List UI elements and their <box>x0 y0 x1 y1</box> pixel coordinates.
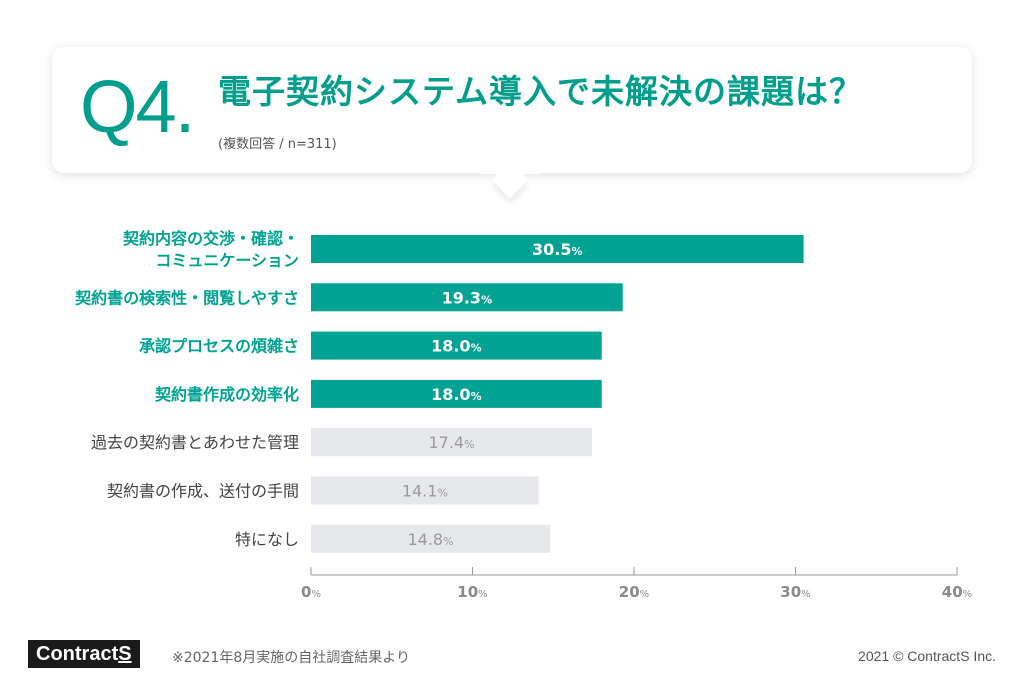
value-label-0: 30.5% <box>532 240 583 259</box>
page-title: 電子契約システム導入で未解決の課題は？ <box>218 72 864 111</box>
footer-copyright: 2021 © ContractS Inc. <box>858 648 996 664</box>
category-label-1: 契約書の検索性・閲覧しやすさ <box>74 288 299 307</box>
category-label-4: 過去の契約書とあわせた管理 <box>91 433 299 452</box>
bar-6 <box>311 524 551 553</box>
question-card <box>52 47 972 173</box>
value-label-1: 19.3% <box>442 288 493 307</box>
x-tick-label-2: 20% <box>619 583 649 601</box>
bar-2 <box>311 331 602 360</box>
category-label-6: 特になし <box>235 530 299 549</box>
category-label-3: 契約書作成の効率化 <box>154 385 299 404</box>
value-label-3: 18.0% <box>431 385 482 404</box>
x-tick-label-0: 0% <box>301 583 321 601</box>
bar-5 <box>311 476 539 505</box>
page-subtitle: (複数回答 / n=311) <box>218 137 337 152</box>
value-label-4: 17.4% <box>428 433 474 452</box>
value-label-6: 14.8% <box>407 530 453 549</box>
footer-note: ※2021年8月実施の自社調査結果より <box>172 650 410 666</box>
bar-3 <box>311 379 602 408</box>
bar-0 <box>311 235 804 263</box>
bar-chart: 契約内容の交渉・確認・コミュニケーション 30.5% 契約書の検索性・閲覧しやすさ 1… <box>74 229 972 601</box>
value-label-2: 18.0% <box>431 337 482 356</box>
question-number: Q4. <box>80 65 195 148</box>
x-tick-label-4: 40% <box>942 583 972 601</box>
category-label-0: 契約内容の交渉・確認・コミュニケーション <box>122 229 299 270</box>
category-label-2: 承認プロセスの煩雑さ <box>139 337 299 356</box>
x-tick-label-3: 30% <box>780 583 810 601</box>
bar-4 <box>311 428 593 457</box>
category-label-5: 契約書の作成、送付の手間 <box>107 482 299 501</box>
bar-1 <box>311 283 623 312</box>
value-label-5: 14.1% <box>402 482 448 501</box>
x-tick-label-1: 10% <box>457 583 487 601</box>
contracts-logo: ContractS <box>28 640 140 668</box>
